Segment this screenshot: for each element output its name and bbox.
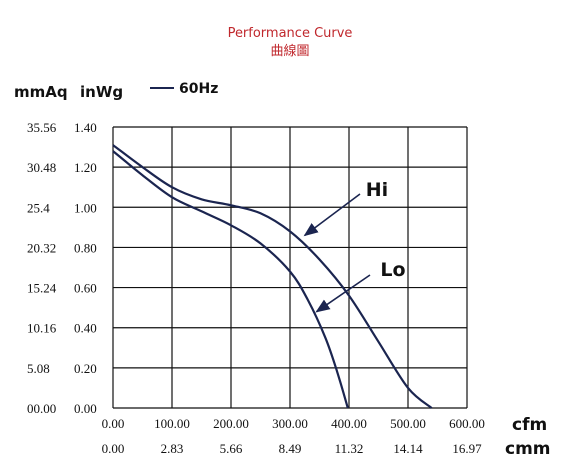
x-tick-label-primary: 300.00	[272, 416, 308, 431]
y-tick-label-primary: 0.00	[74, 401, 97, 416]
y-tick-label-secondary: 20.32	[27, 240, 56, 255]
x-tick-label-primary: 400.00	[331, 416, 367, 431]
y-tick-label-secondary: 15.24	[27, 281, 57, 296]
chart-title: Performance Curve	[228, 26, 353, 41]
y-tick-label-secondary: 10.16	[27, 321, 57, 336]
x-tick-label-secondary: 0.00	[102, 441, 125, 456]
y-tick-label-primary: 0.20	[74, 361, 97, 376]
callout-arrow-lo	[315, 274, 371, 313]
y-tick-label-secondary: 30.48	[27, 160, 56, 175]
series-line-lo	[112, 150, 349, 409]
x-tick-label-primary: 500.00	[390, 416, 426, 431]
y-tick-label-primary: 0.40	[74, 321, 97, 336]
y-tick-label-primary: 1.40	[74, 120, 97, 135]
callout-arrow-hi	[303, 193, 361, 237]
x-tick-label-primary: 100.00	[154, 416, 190, 431]
annotations-layer: Hi Lo	[303, 179, 406, 313]
y-tick-label-primary: 0.80	[74, 240, 97, 255]
x-unit-primary: cfm	[512, 415, 547, 435]
y-unit-primary: inWg	[80, 83, 123, 101]
x-tick-label-primary: 200.00	[213, 416, 249, 431]
callout-label-hi: Hi	[366, 179, 388, 201]
plot-grid	[112, 126, 468, 409]
x-tick-label-primary: 600.00	[449, 416, 485, 431]
y-tick-label-primary: 1.00	[74, 200, 97, 215]
x-tick-label-secondary: 2.83	[161, 441, 184, 456]
x-unit-secondary: cmm	[505, 439, 551, 458]
y-tick-label-secondary: 00.00	[27, 401, 56, 416]
y-tick-label-secondary: 25.4	[27, 200, 50, 215]
tick-labels: 0.00 0.00 100.00 2.83 200.00 5.66 300.00 8.49 40…	[27, 120, 485, 456]
callout-label-lo: Lo	[380, 259, 405, 281]
x-tick-label-secondary: 16.97	[452, 441, 482, 456]
series-layer	[112, 144, 433, 409]
x-tick-label-secondary: 5.66	[220, 441, 243, 456]
x-tick-label-secondary: 8.49	[279, 441, 302, 456]
y-tick-label-secondary: 35.56	[27, 120, 57, 135]
chart-subtitle: 曲線圖	[270, 43, 309, 59]
series-line-hi	[112, 144, 433, 409]
y-unit-secondary: mmAq	[14, 83, 68, 101]
x-tick-label-secondary: 11.32	[335, 441, 364, 456]
y-tick-label-secondary: 5.08	[27, 361, 50, 376]
legend-label: 60Hz	[179, 81, 218, 97]
y-tick-label-primary: 0.60	[74, 281, 97, 296]
y-tick-label-primary: 1.20	[74, 160, 97, 175]
x-tick-label-secondary: 14.14	[393, 441, 423, 456]
x-tick-label-primary: 0.00	[102, 416, 125, 431]
